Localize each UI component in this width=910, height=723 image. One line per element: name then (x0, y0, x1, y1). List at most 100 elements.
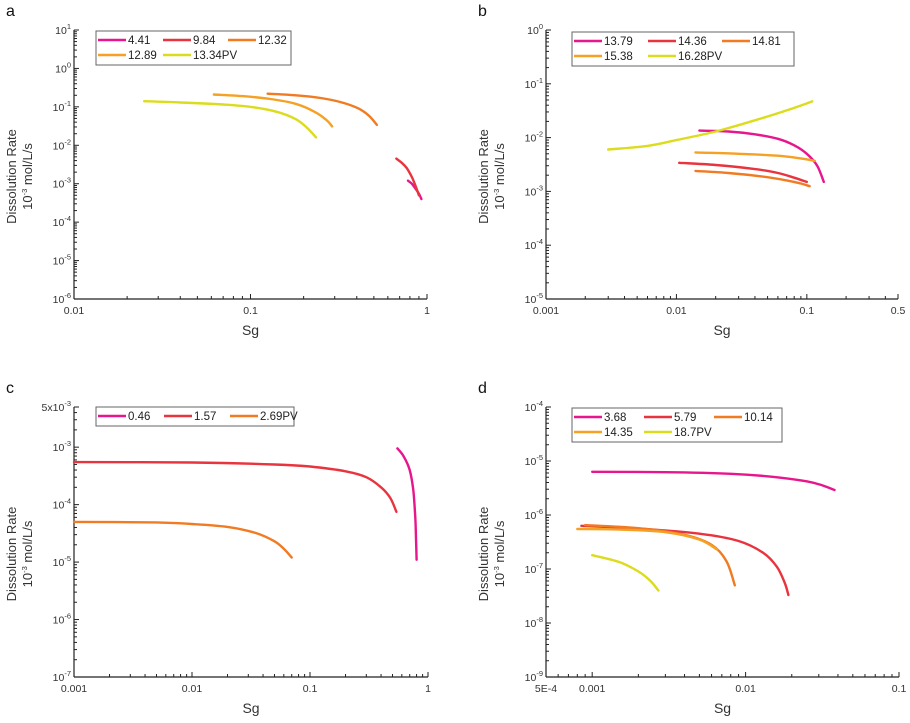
legend-label: 3.68 (604, 412, 626, 424)
y-tick-exponent: -4 (64, 497, 71, 506)
y-tick-base: 10 (55, 63, 67, 75)
y-tick-base: 10 (55, 25, 67, 37)
legend-item: 1.57 (164, 411, 216, 423)
units-exponent: -3 (492, 566, 501, 573)
y-tick-base: 10 (525, 618, 537, 630)
y-tick-exponent: -4 (64, 214, 71, 223)
y-tick-exponent: -7 (64, 669, 71, 678)
y-tick-base: 10 (527, 25, 539, 37)
legend-item: 12.89 (98, 50, 157, 62)
y-tick-exponent: -2 (536, 130, 543, 139)
x-axis-title: Sg (242, 700, 259, 716)
x-axis-title: Sg (713, 322, 730, 338)
legend-item: 0.46 (98, 411, 150, 423)
y-tick-exponent: -5 (64, 554, 71, 563)
series-line-13-34PV (143, 100, 318, 139)
y-tick-base: 10 (53, 442, 65, 454)
x-tick-label: 0.001 (533, 305, 559, 317)
legend-item: 10.14 (714, 412, 773, 424)
x-tick-label: 0.1 (303, 683, 318, 695)
y-tick-exponent: -7 (536, 561, 543, 570)
y-tick-exponent: -5 (536, 291, 543, 300)
y-tick-label: 10-5 (53, 554, 71, 569)
y-tick-label: 10-3 (525, 183, 543, 198)
y-tick-exponent: -5 (64, 253, 71, 262)
x-tick-label: 0.5 (891, 305, 906, 317)
legend-item: 4.41 (98, 35, 150, 47)
x-tick-label: 0.1 (800, 305, 815, 317)
series-line-10-14 (584, 523, 736, 587)
legend-item: 9.84 (163, 35, 216, 47)
panel-letter: d (478, 380, 487, 397)
series-line-18-7PV (591, 554, 660, 592)
legend-item: 18.7PV (644, 427, 712, 439)
series-line-14-35 (576, 527, 719, 551)
series-line-16-28PV (607, 100, 814, 151)
legend-box (95, 30, 292, 66)
legend-label: 4.41 (128, 35, 150, 47)
legend-item: 14.35 (574, 427, 633, 439)
legend-label: 9.84 (193, 35, 216, 47)
legend-label: 5.79 (674, 412, 696, 424)
y-tick-base: 10 (525, 510, 537, 522)
series-line-3-68 (591, 470, 836, 492)
x-tick-label: 0.001 (579, 683, 605, 695)
series-line-2-69PV (72, 520, 293, 559)
y-tick-label: 100 (527, 22, 543, 37)
y-tick-base: 10 (53, 500, 65, 512)
y-tick-base: 10 (53, 256, 65, 268)
series-line-1-57 (72, 460, 398, 513)
units-exponent: -3 (20, 566, 29, 573)
y-tick-label: 10-7 (53, 669, 71, 684)
y-axis-units: 10-3 mol/L/s (20, 520, 35, 587)
legend-item: 15.38 (574, 51, 633, 63)
y-tick-base: 10 (53, 557, 65, 569)
y-tick-label: 10-1 (525, 76, 543, 91)
legend-item: 16.28PV (648, 51, 722, 63)
y-tick-exponent: -3 (64, 176, 71, 185)
legend: 3.68 5.79 10.14 14.35 18.7PV (571, 407, 783, 443)
x-tick-label: 0.1 (892, 683, 907, 695)
units-exponent: -3 (20, 189, 29, 196)
y-axis-units: 10-3 mol/L/s (492, 143, 507, 210)
legend-label: 14.35 (604, 427, 633, 439)
y-tick-label: 10-4 (525, 399, 543, 414)
units-base: 10 (492, 195, 507, 209)
y-tick-label: 10-4 (53, 214, 71, 229)
legend-label: 2.69PV (260, 411, 298, 423)
panel-a: a0.01 0.1 110110010-110-210-310-410-510-6S… (4, 3, 430, 338)
y-axis-units: 10-3 mol/L/s (492, 520, 507, 587)
legend-box (571, 407, 783, 443)
y-tick-label: 10-5 (53, 253, 71, 268)
series-line-15-38 (694, 151, 816, 162)
y-tick-label: 10-4 (53, 497, 71, 512)
legend-item: 13.79 (574, 36, 633, 48)
units-text: mol/L/s (492, 520, 507, 566)
panel-letter: a (6, 3, 15, 20)
y-tick-exponent: -3 (536, 183, 543, 192)
legend: 0.46 1.57 2.69PV (95, 406, 298, 427)
y-tick-label: 10-3 (53, 176, 71, 191)
y-tick-exponent: -6 (64, 291, 71, 300)
legend-label: 14.36 (678, 36, 707, 48)
y-tick-label: 5x10-3 (42, 399, 71, 414)
legend-item: 5.79 (644, 412, 696, 424)
legend: 13.79 14.36 14.81 15.38 16.28PV (571, 31, 795, 67)
legend-label: 12.89 (128, 50, 157, 62)
y-axis-title: Dissolution Rate (4, 507, 19, 602)
y-axis-units: 10-3 mol/L/s (20, 143, 35, 210)
panel-letter: c (6, 380, 14, 397)
y-tick-label: 10-2 (525, 130, 543, 145)
y-tick-label: 10-4 (525, 237, 543, 252)
legend-label: 16.28PV (678, 51, 722, 63)
legend-label: 18.7PV (674, 427, 712, 439)
legend-label: 0.46 (128, 411, 150, 423)
y-tick-base: 10 (525, 564, 537, 576)
units-exponent: -3 (492, 189, 501, 196)
units-text: mol/L/s (20, 143, 35, 189)
legend-label: 12.32 (258, 35, 287, 47)
y-tick-base: 10 (53, 217, 65, 229)
y-tick-exponent: -4 (536, 399, 543, 408)
y-tick-exponent: 1 (67, 22, 71, 31)
